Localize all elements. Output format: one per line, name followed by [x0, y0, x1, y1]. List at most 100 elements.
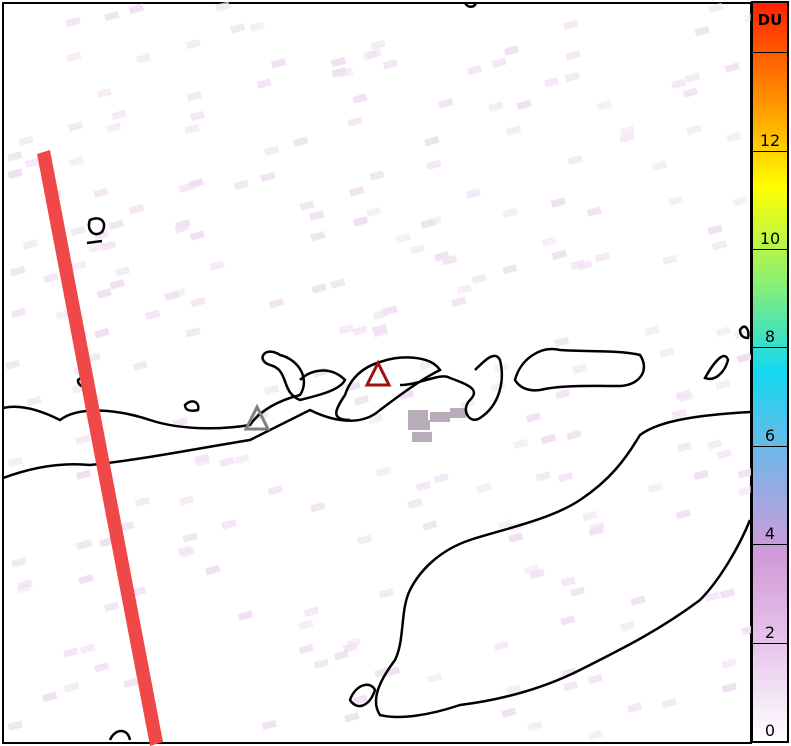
- so2-pixel: [264, 145, 280, 156]
- so2-pixel: [502, 264, 518, 275]
- so2-pixel: [426, 215, 442, 227]
- so2-pixel: [63, 682, 80, 693]
- so2-pixel: [554, 388, 571, 400]
- so2-pixel: [209, 260, 225, 271]
- so2-pixel: [237, 610, 254, 621]
- so2-pixel: [711, 240, 728, 251]
- so2-pixel: [582, 510, 598, 522]
- so2-pixel: [18, 135, 34, 147]
- so2-pixel: [268, 298, 285, 309]
- so2-pixel: [422, 520, 438, 531]
- so2-pixel: [357, 534, 373, 545]
- so2-pixel: [456, 283, 472, 295]
- so2-pixel: [370, 39, 386, 51]
- so2-pixel: [369, 170, 385, 181]
- so2-pixel: [189, 230, 206, 241]
- so2-pixel: [491, 57, 507, 69]
- colorbar-tick: [753, 150, 787, 152]
- so2-pixel: [177, 545, 193, 556]
- so2-pixel: [338, 324, 354, 335]
- so2-pixel: [234, 453, 250, 465]
- so2-pixel: [626, 702, 643, 713]
- so2-pixel: [7, 456, 24, 468]
- so2-pixel: [310, 501, 326, 513]
- so2-pixel: [365, 206, 382, 218]
- so2-pixel: [678, 391, 694, 403]
- colorbar-unit: DU: [757, 11, 783, 29]
- so2-pixel: [311, 283, 327, 294]
- so2-pixel: [22, 239, 39, 250]
- so2-pixel: [178, 495, 195, 506]
- so2-pixel: [741, 624, 752, 636]
- colorbar-tick-label: 8: [764, 327, 776, 347]
- so2-pixel: [75, 469, 92, 480]
- so2-pixel: [567, 154, 583, 166]
- so2-pixel: [382, 305, 398, 316]
- so2-pixel: [42, 691, 58, 703]
- so2-pixel: [476, 482, 492, 494]
- so2-pixel: [67, 121, 84, 132]
- so2-pixel: [298, 619, 314, 630]
- so2-pixel: [588, 525, 604, 536]
- so2-pixel: [415, 480, 431, 492]
- so2-pixel: [505, 125, 522, 136]
- so2-pixel: [10, 265, 26, 277]
- so2-pixel: [561, 667, 577, 678]
- so2-pixel: [298, 644, 314, 655]
- satellite-swath: [37, 150, 163, 746]
- so2-pixel: [70, 225, 86, 237]
- so2-pixel: [93, 187, 109, 199]
- so2-pixel: [5, 359, 21, 370]
- so2-pixel: [292, 136, 309, 147]
- so2-pixel: [347, 116, 363, 127]
- so2-pixel: [395, 232, 411, 244]
- so2-pixel: [619, 132, 635, 143]
- colorbar-tick: [753, 642, 787, 644]
- colorbar: DU 0 2 4 6 8 10 12: [751, 1, 789, 743]
- so2-pixel: [261, 719, 277, 731]
- so2-pixel: [659, 347, 675, 358]
- so2-pixel: [77, 539, 93, 550]
- so2-pixel: [190, 296, 206, 308]
- so2-pixel: [310, 230, 326, 242]
- so2-pixel: [671, 408, 688, 420]
- so2-pixel: [676, 441, 693, 453]
- volcano-marker: [243, 403, 271, 431]
- so2-pixel: [352, 694, 368, 705]
- so2-pixel: [647, 482, 664, 493]
- so2-pixel: [562, 680, 579, 692]
- so2-pixel: [185, 38, 201, 50]
- so2-pixel: [94, 662, 110, 673]
- so2-pixel: [540, 433, 557, 445]
- so2-pixel: [352, 325, 368, 336]
- so2-pixel: [466, 64, 483, 76]
- so2-pixel: [372, 327, 389, 338]
- so2-pixel: [527, 720, 543, 732]
- so2-pixel: [716, 449, 732, 460]
- so2-pixel: [233, 179, 249, 191]
- so2-pixel: [661, 698, 677, 709]
- so2-pixel: [529, 568, 545, 580]
- so2-pixel: [382, 59, 399, 70]
- so2-pixel: [715, 326, 732, 337]
- so2-pixel: [103, 601, 120, 612]
- colorbar-tick: [753, 741, 787, 742]
- so2-pixel: [132, 360, 148, 372]
- so2-pixel: [16, 583, 32, 594]
- so2-pixel: [586, 206, 602, 217]
- so2-pixel: [221, 519, 237, 530]
- so2-pixel: [256, 78, 272, 89]
- so2-pixel: [219, 456, 235, 468]
- colorbar-tick-label: 4: [764, 524, 776, 544]
- so2-pixel: [434, 251, 450, 262]
- so2-pixel: [668, 195, 684, 207]
- active-volcano-marker: [364, 359, 392, 387]
- so2-pixel: [186, 91, 202, 102]
- so2-pixel: [103, 10, 120, 22]
- so2-pixel: [726, 131, 742, 143]
- so2-pixel: [352, 93, 368, 104]
- so2-pixel: [707, 224, 723, 235]
- so2-pixel: [111, 109, 127, 120]
- so2-pixel: [303, 606, 319, 618]
